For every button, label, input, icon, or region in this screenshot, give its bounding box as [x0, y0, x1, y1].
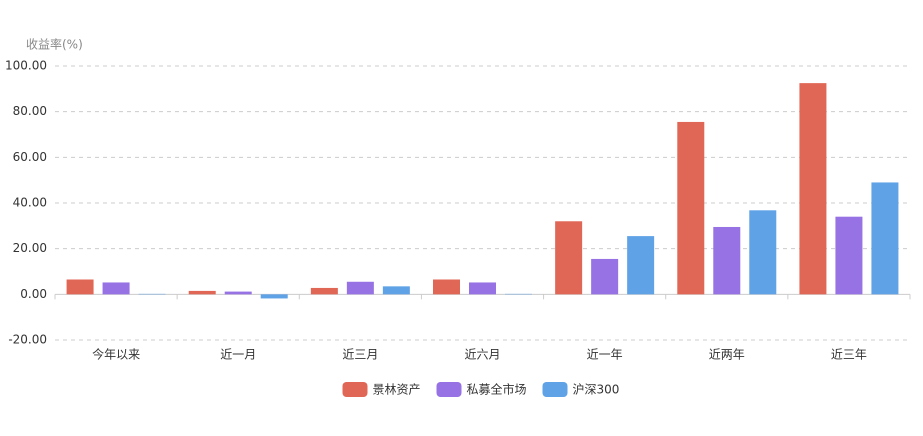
y-tick-label: -20.00 [8, 333, 47, 347]
bar [188, 290, 216, 295]
y-axis-label: 收益率(%) [26, 37, 83, 52]
bar [469, 282, 496, 295]
legend-swatch [542, 382, 568, 397]
legend-swatch [436, 382, 462, 397]
legend-swatch [342, 382, 368, 397]
y-tick-label: 60.00 [13, 150, 47, 164]
bar [627, 236, 655, 295]
y-tick-label: 20.00 [13, 241, 47, 255]
y-tick-label: 80.00 [13, 104, 47, 118]
x-tick-label: 近一年 [587, 348, 623, 362]
bar [102, 282, 130, 295]
bar [382, 286, 410, 295]
y-tick-label: 100.00 [5, 59, 47, 73]
x-tick-label: 近三年 [831, 348, 867, 362]
legend-label: 景林资产 [373, 383, 421, 397]
y-tick-label: 40.00 [13, 196, 47, 210]
x-tick-label: 今年以来 [92, 347, 140, 362]
x-tick-label: 近一月 [220, 348, 256, 362]
bar [433, 279, 460, 295]
bar [555, 221, 583, 295]
bar [346, 281, 374, 295]
x-tick-label: 近六月 [464, 348, 500, 362]
bar [310, 287, 338, 295]
bar [591, 258, 619, 295]
bar [835, 216, 863, 295]
bar [799, 83, 827, 295]
bar [677, 121, 705, 295]
bar [713, 226, 741, 295]
legend-label: 私募全市场 [467, 382, 527, 397]
x-tick-label: 近三月 [342, 348, 378, 362]
bar [260, 294, 288, 299]
y-tick-label: 0.00 [20, 287, 47, 301]
bar [749, 210, 777, 295]
legend-label: 沪深300 [573, 383, 620, 397]
x-tick-label: 近两年 [709, 348, 745, 362]
bar [871, 182, 899, 295]
bar [224, 291, 252, 295]
bar [66, 279, 94, 295]
